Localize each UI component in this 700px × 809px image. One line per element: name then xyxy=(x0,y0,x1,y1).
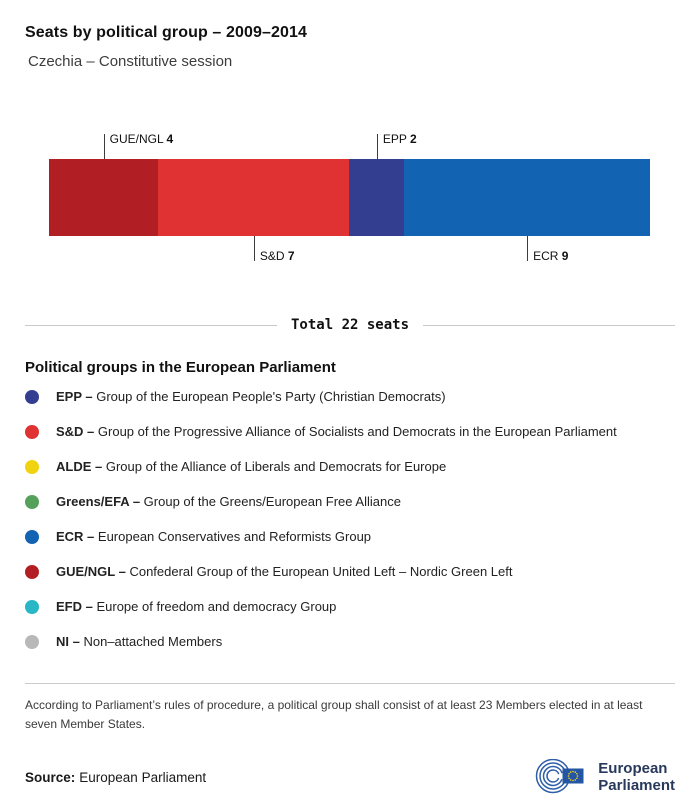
legend-label: S&D – Group of the Progressive Alliance … xyxy=(56,424,617,439)
legend-label: ECR – European Conservatives and Reformi… xyxy=(56,529,372,544)
total-row: Total 22 seats xyxy=(25,317,676,333)
epp-color-dot-icon xyxy=(25,389,39,404)
callout-label: EPP 2 xyxy=(382,132,417,146)
stacked-bar xyxy=(49,159,650,236)
ni-color-dot-icon xyxy=(25,634,39,649)
legend-label: Greens/EFA – Group of the Greens/Europea… xyxy=(56,494,401,509)
legend-item-s-d: S&D – Group of the Progressive Alliance … xyxy=(25,414,675,449)
callout-epp: EPP 2 xyxy=(376,132,417,159)
legend-item-efd: EFD – Europe of freedom and democracy Gr… xyxy=(25,589,675,624)
bar-segment-s-d xyxy=(158,159,350,236)
callout-tick xyxy=(253,236,255,261)
legend-list: EPP – Group of the European People's Par… xyxy=(25,379,675,659)
callout-s-d: S&D 7 xyxy=(253,236,295,263)
callout-label: ECR 9 xyxy=(533,249,569,263)
page-subtitle: Czechia – Constitutive session xyxy=(28,53,233,70)
callout-ecr: ECR 9 xyxy=(527,236,568,263)
source-value: European Parliament xyxy=(79,769,207,785)
legend-label: NI – Non–attached Members xyxy=(56,634,223,649)
efd-color-dot-icon xyxy=(25,599,39,614)
legend-label: EPP – Group of the European People's Par… xyxy=(56,389,446,404)
logo-text-line1: European xyxy=(598,759,668,777)
gue-ngl-color-dot-icon xyxy=(25,564,39,579)
callout-gue-ngl: GUE/NGL 4 xyxy=(103,132,173,159)
total-divider-left xyxy=(25,324,277,326)
legend-item-ecr: ECR – European Conservatives and Reformi… xyxy=(25,519,675,554)
source-line: Source: European Parliament xyxy=(25,770,206,785)
legend-label: EFD – Europe of freedom and democracy Gr… xyxy=(56,599,337,614)
greens-efa-color-dot-icon xyxy=(25,494,39,509)
logo-text: European Parliament xyxy=(598,760,675,795)
legend-item-greens-efa: Greens/EFA – Group of the Greens/Europea… xyxy=(25,484,675,519)
bar-segment-epp xyxy=(349,159,405,236)
footnote: According to Parliament’s rules of proce… xyxy=(25,698,643,731)
page-title: Seats by political group – 2009–2014 xyxy=(25,24,307,41)
footer: Source: European Parliament xyxy=(25,759,675,795)
ecr-color-dot-icon xyxy=(25,529,39,544)
ep-hemicycle-flag-icon xyxy=(536,759,584,794)
callout-label: GUE/NGL 4 xyxy=(109,132,174,146)
chart-area: GUE/NGL 4 S&D 7 EPP 2 ECR 9 xyxy=(49,132,650,263)
legend-item-alde: ALDE – Group of the Alliance of Liberals… xyxy=(25,449,675,484)
alde-color-dot-icon xyxy=(25,459,39,474)
callout-tick xyxy=(103,134,105,159)
legend-item-gue-ngl: GUE/NGL – Confederal Group of the Europe… xyxy=(25,554,675,589)
legend-label: ALDE – Group of the Alliance of Liberals… xyxy=(56,459,447,474)
total-divider-right xyxy=(423,324,676,326)
source-label: Source: xyxy=(25,769,76,785)
legend-label: GUE/NGL – Confederal Group of the Europe… xyxy=(56,564,513,579)
legend-heading: Political groups in the European Parliam… xyxy=(25,359,336,376)
callout-label: S&D 7 xyxy=(259,249,295,263)
legend-item-ni: NI – Non–attached Members xyxy=(25,624,675,659)
callout-tick xyxy=(527,236,529,261)
european-parliament-logo: European Parliament xyxy=(527,759,675,795)
s-d-color-dot-icon xyxy=(25,424,39,439)
footnote-divider xyxy=(25,683,675,684)
bar-segment-ecr xyxy=(404,159,650,236)
total-seats-label: Total 22 seats xyxy=(291,317,410,333)
legend-item-epp: EPP – Group of the European People's Par… xyxy=(25,379,675,414)
callout-tick xyxy=(376,134,378,159)
bar-segment-gue-ngl xyxy=(49,159,159,236)
logo-text-line2: Parliament xyxy=(598,777,675,795)
